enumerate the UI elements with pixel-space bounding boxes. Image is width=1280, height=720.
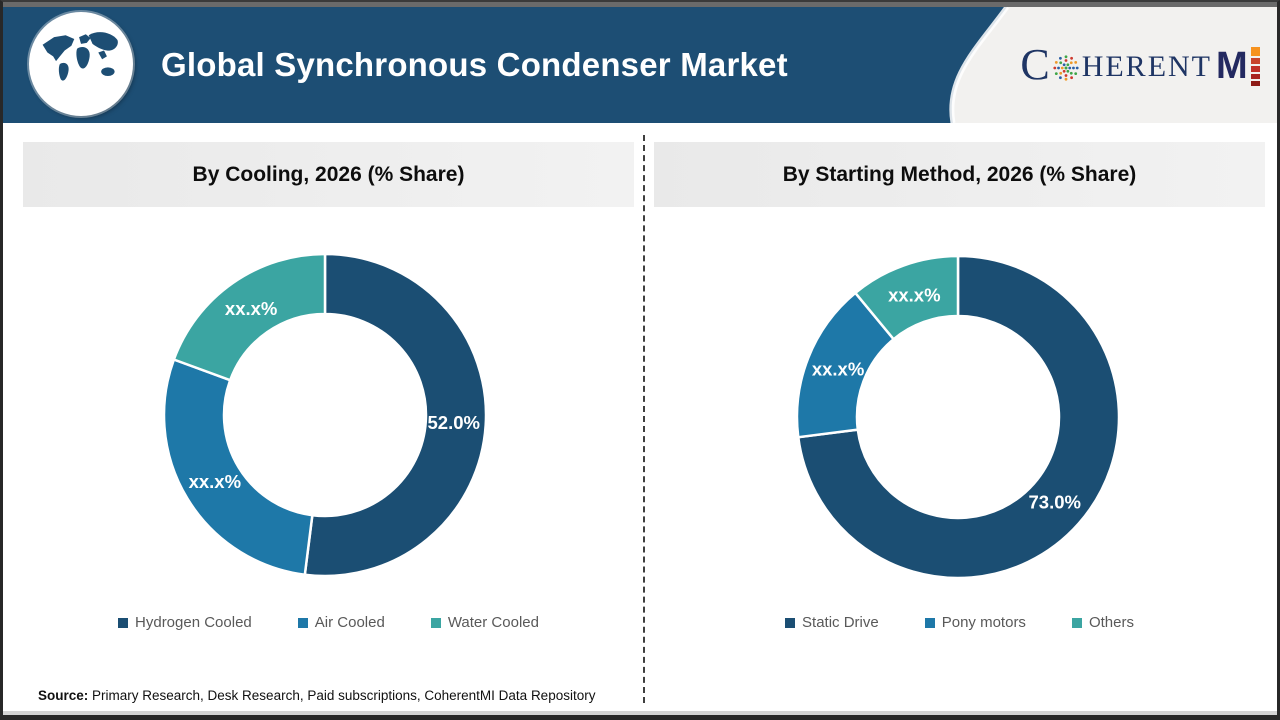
bottom-edge-strip (3, 711, 1277, 715)
legend-marker-static-drive (785, 617, 796, 628)
brand-letter-m: M (1216, 45, 1248, 87)
panel-title-starting-method: By Starting Method, 2026 (% Share) (654, 142, 1265, 207)
legend-item-hydrogen-cooled: Hydrogen Cooled (118, 614, 252, 631)
panel-title-cooling: By Cooling, 2026 (% Share) (23, 142, 634, 207)
brand-i-bar (1250, 80, 1260, 86)
slice-value-label: xx.x% (888, 285, 940, 306)
brand-i-bars-icon (1250, 46, 1260, 86)
legend-item-air-cooled: Air Cooled (297, 614, 385, 631)
legend-marker-pony-motors (924, 617, 935, 628)
source-text: Primary Research, Desk Research, Paid su… (88, 688, 596, 703)
slice-value-label: 73.0% (1029, 491, 1081, 512)
legend-label-water-cooled: Water Cooled (447, 614, 539, 631)
brand-i-bar (1250, 46, 1260, 56)
legend-label-air-cooled: Air Cooled (314, 614, 385, 631)
legend-marker-others (1071, 617, 1082, 628)
donut-chart-starting-method: 73.0% xx.x% xx.x% (788, 247, 1128, 587)
brand-i-bar (1250, 57, 1260, 64)
donut-slice-air-cooled (162, 357, 314, 577)
legend-label-pony-motors: Pony motors (941, 614, 1026, 631)
donut-slice-hydrogen-cooled (303, 252, 488, 578)
donut-slice-others (853, 254, 960, 341)
legend-label-hydrogen-cooled: Hydrogen Cooled (135, 614, 252, 631)
legend-item-water-cooled: Water Cooled (430, 614, 539, 631)
world-map-icon (42, 32, 118, 81)
slice-value-label: xx.x% (225, 298, 277, 319)
legend-item-others: Others (1071, 614, 1134, 631)
brand-letters-herent: HERENT (1081, 50, 1213, 83)
slice-value-label: xx.x% (189, 471, 241, 492)
donut-slice-water-cooled (172, 252, 327, 382)
brand-dotted-globe-icon (1053, 55, 1079, 81)
slice-value-label: xx.x% (812, 359, 864, 380)
brand-i-bar (1250, 73, 1260, 79)
donut-chart-cooling: 52.0% xx.x% xx.x% (155, 245, 495, 585)
page-title: Global Synchronous Condenser Market (161, 46, 788, 83)
legend-marker-hydrogen-cooled (118, 617, 129, 628)
legend-item-pony-motors: Pony motors (924, 614, 1026, 631)
panel-divider (643, 135, 645, 703)
panel-title-starting-method-text: By Starting Method, 2026 (% Share) (782, 162, 1137, 186)
header: Global Synchronous Condenser Market C HE… (3, 7, 1277, 123)
top-edge-strip (3, 2, 1277, 7)
source-label: Source: (38, 688, 89, 703)
legend-starting-method: Static Drive Pony motors Others (654, 614, 1265, 631)
legend-marker-water-cooled (430, 617, 441, 628)
legend-label-others: Others (1088, 614, 1134, 631)
header-blue-band (3, 7, 1010, 123)
legend-marker-air-cooled (297, 617, 308, 628)
coherentmi-logo: C HERENT M (1009, 7, 1271, 123)
legend-cooling: Hydrogen Cooled Air Cooled Water Cooled (23, 614, 634, 631)
slice-value-label: 52.0% (428, 412, 480, 433)
legend-label-static-drive: Static Drive (802, 614, 879, 631)
panel-title-cooling-text: By Cooling, 2026 (% Share) (192, 162, 465, 186)
source-line: Source: Primary Research, Desk Research,… (38, 688, 595, 703)
brand-i-bar (1250, 65, 1260, 72)
globe-logo (29, 12, 133, 116)
brand-letter-c: C (1020, 40, 1050, 89)
legend-item-static-drive: Static Drive (785, 614, 879, 631)
donut-slice-static-drive (796, 254, 1121, 580)
